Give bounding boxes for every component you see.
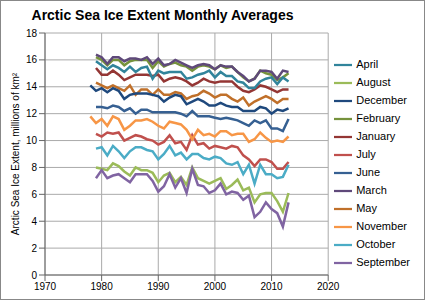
html-text:December: December [356, 93, 407, 106]
html-text:February: February [356, 111, 401, 124]
svg-text:1990: 1990 [147, 281, 170, 292]
svg-text:1980: 1980 [91, 281, 114, 292]
svg-text:4: 4 [31, 216, 37, 227]
html-text:October: October [356, 237, 396, 250]
svg-text:2020: 2020 [317, 281, 340, 292]
html-text:January: January [356, 129, 396, 142]
svg-text:12: 12 [26, 108, 38, 119]
svg-text:1970: 1970 [34, 281, 57, 292]
svg-text:8: 8 [31, 162, 37, 173]
svg-text:16: 16 [26, 54, 38, 65]
svg-text:2: 2 [31, 243, 37, 254]
html-text:May: May [356, 201, 377, 214]
html-text:June: June [356, 165, 380, 178]
html-text:April: April [356, 57, 379, 70]
html-text:September: September [356, 255, 410, 268]
svg-text:10: 10 [26, 135, 38, 146]
html-text:November: November [356, 219, 407, 232]
svg-text:2010: 2010 [260, 281, 283, 292]
html-text:August: August [356, 75, 391, 88]
svg-text:0: 0 [31, 270, 37, 281]
svg-text:6: 6 [31, 189, 37, 200]
html-text:July: July [356, 147, 376, 160]
html-text:Arctic Sea Ice Extent Monthly: Arctic Sea Ice Extent Monthly Averages [31, 7, 294, 23]
svg-text:18: 18 [26, 29, 38, 39]
html-text:March: March [356, 183, 387, 196]
svg-text:Arctic Sea Ice Extent, million: Arctic Sea Ice Extent, millions of km² [10, 72, 21, 235]
svg-text:14: 14 [26, 81, 38, 92]
svg-text:2000: 2000 [204, 281, 227, 292]
